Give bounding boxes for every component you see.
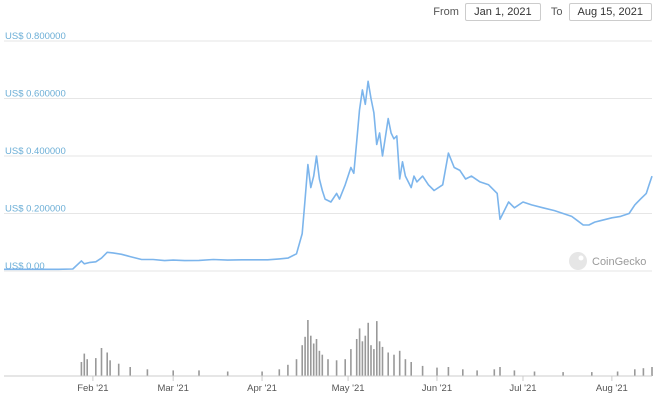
volume-bar [301, 345, 303, 376]
volume-bar [373, 349, 375, 376]
volume-bar [493, 369, 496, 376]
volume-bar [80, 362, 83, 376]
volume-bar [83, 353, 86, 376]
price-line[interactable] [4, 80, 653, 271]
volume-bar [651, 367, 653, 376]
volume-bar [295, 359, 298, 376]
volume-bar [447, 367, 450, 376]
coingecko-watermark: CoinGecko [569, 252, 646, 270]
watermark-text: CoinGecko [592, 256, 646, 268]
x-tick-label: May '21 [332, 383, 365, 394]
x-tick-label: Jun '21 [422, 383, 452, 394]
volume-bar [100, 348, 103, 376]
volume-bar [381, 346, 384, 376]
volume-bar [361, 341, 364, 376]
volume-bar [358, 328, 361, 376]
volume-bar [95, 358, 97, 376]
volume-bar [562, 372, 564, 376]
volume-bar [287, 364, 289, 376]
volume-bar [117, 363, 120, 376]
volume-bar [499, 367, 501, 376]
volume-bar [393, 354, 395, 376]
x-axis-ticks: Feb '21 Mar '21 Apr '21 May '21 Jun '21 Jul '… [77, 376, 628, 394]
date-range-selector: From Jan 1, 2021 To Aug 15, 2021 [433, 2, 652, 22]
volume-bar [310, 335, 312, 376]
volume-bar [315, 339, 318, 376]
x-tick-label: Apr '21 [247, 383, 277, 394]
volume-bar [387, 352, 389, 376]
volume-bar [172, 370, 174, 376]
y-tick-label: US$ 0.400000 [5, 146, 66, 157]
volume-bar [344, 359, 346, 376]
volume-bar [404, 359, 407, 376]
volume-bar [307, 320, 309, 376]
volume-bar [327, 359, 329, 376]
volume-bar [261, 371, 263, 376]
volume-bar [513, 370, 516, 376]
y-tick-label: US$ 0.600000 [5, 89, 66, 100]
volume-bar [146, 369, 149, 376]
y-tick-label: US$ 0.800000 [5, 31, 66, 42]
volume-bar [642, 368, 645, 376]
volume-bar [367, 322, 369, 376]
from-label: From [433, 6, 459, 18]
gecko-logo-eye-icon [578, 255, 584, 261]
volume-bar [376, 321, 378, 376]
volume-bar [304, 336, 306, 376]
volume-bar [462, 369, 464, 376]
volume-bar [591, 372, 593, 376]
volume-bar [421, 365, 424, 376]
volume-bar [378, 341, 381, 376]
volume-bar [436, 367, 438, 376]
volume-bar [398, 350, 401, 376]
to-date-input[interactable]: Aug 15, 2021 [568, 3, 652, 21]
x-tick-label: Feb '21 [77, 383, 108, 394]
volume-bar [335, 360, 338, 376]
volume-bar [364, 335, 367, 376]
volume-bars [80, 320, 653, 376]
from-date-input[interactable]: Jan 1, 2021 [464, 3, 541, 21]
x-tick-label: Aug '21 [596, 383, 628, 394]
volume-bar [533, 371, 536, 376]
volume-bar [370, 345, 372, 376]
volume-bar [634, 369, 636, 376]
volume-bar [355, 339, 358, 376]
x-tick-label: Mar '21 [157, 383, 188, 394]
volume-bar [312, 343, 315, 376]
volume-bar [616, 371, 619, 376]
gecko-logo-icon [569, 252, 587, 270]
x-tick-label: Jul '21 [509, 383, 536, 394]
volume-bar [109, 360, 111, 376]
volume-bar [321, 354, 324, 376]
y-axis-ticks: US$ 0.00 US$ 0.200000 US$ 0.400000 US$ 0.60… [5, 31, 66, 272]
volume-bar [318, 350, 321, 376]
volume-bar [226, 371, 229, 376]
volume-bar [278, 369, 281, 376]
volume-bar [129, 367, 131, 376]
y-tick-label: US$ 0.200000 [5, 204, 66, 215]
volume-bar [350, 349, 352, 376]
volume-bar [86, 359, 88, 376]
volume-bar [106, 352, 108, 376]
to-label: To [550, 6, 563, 18]
grid-lines [4, 40, 652, 272]
y-tick-label: US$ 0.00 [5, 261, 45, 272]
volume-bar [198, 370, 200, 376]
volume-bar [476, 370, 478, 376]
volume-bar [410, 362, 412, 376]
